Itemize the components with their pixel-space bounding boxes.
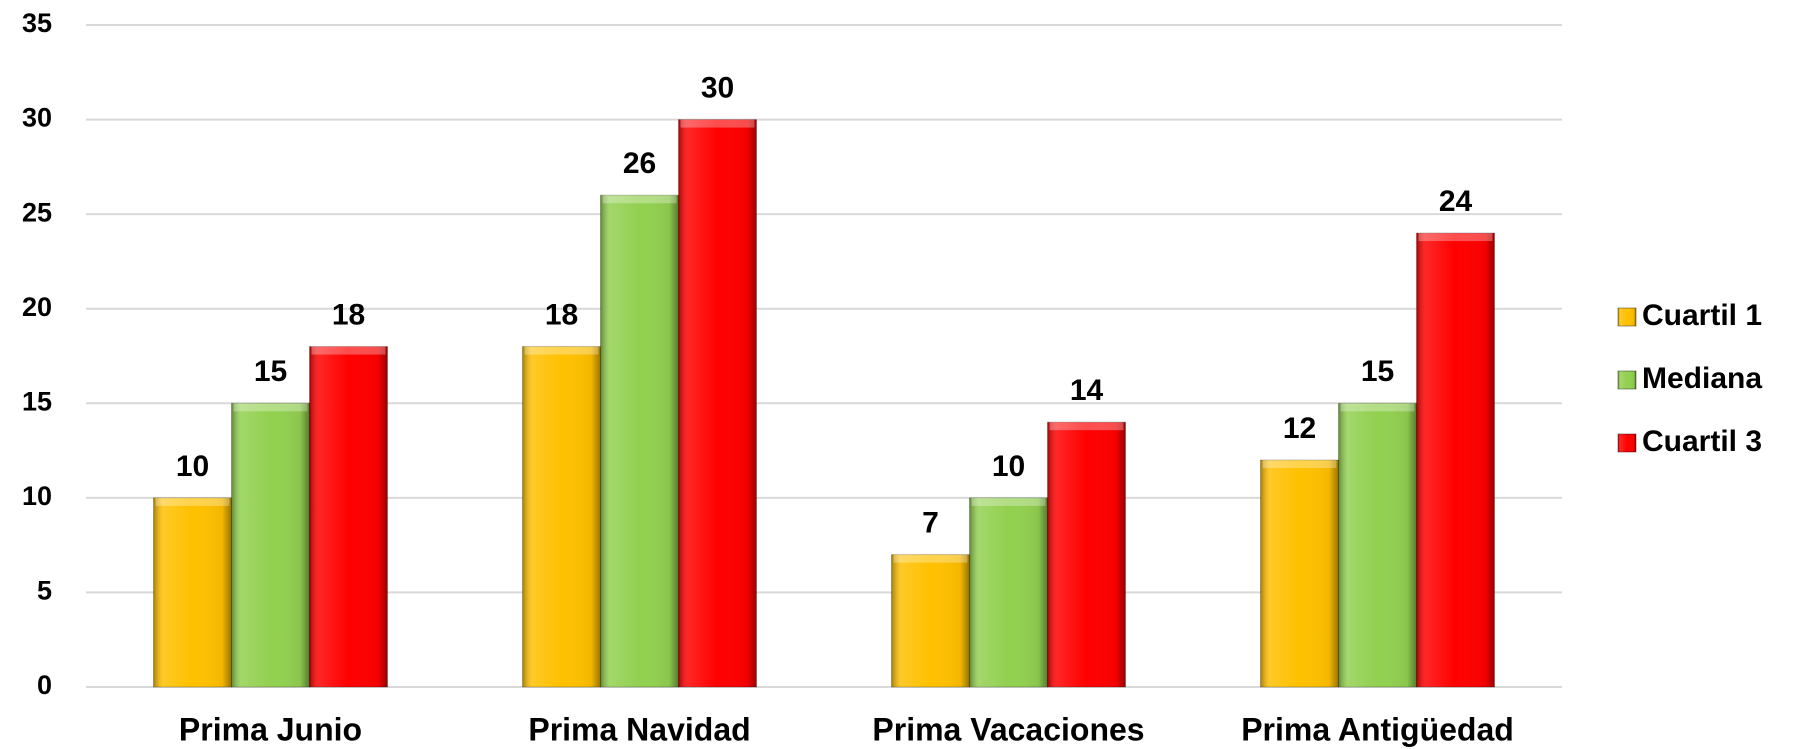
data-label: 10 [992, 450, 1025, 483]
bar [1260, 459, 1339, 688]
bar [600, 194, 679, 688]
bar [309, 346, 388, 688]
y-tick-label: 30 [22, 103, 52, 133]
x-tick-label: Prima Vacaciones [872, 711, 1144, 747]
bar [1416, 232, 1495, 688]
data-label: 15 [1361, 355, 1394, 388]
legend-label: Cuartil 3 [1642, 425, 1762, 458]
y-tick-label: 20 [22, 292, 52, 322]
x-tick-label: Prima Antigüedad [1241, 711, 1514, 747]
legend-label: Mediana [1642, 362, 1762, 395]
data-label: 10 [176, 450, 209, 483]
x-tick-label: Prima Junio [179, 711, 362, 747]
bar [969, 497, 1048, 688]
y-tick-label: 0 [37, 670, 52, 700]
data-label: 15 [254, 355, 287, 388]
data-label: 14 [1070, 374, 1104, 407]
data-label: 24 [1439, 185, 1473, 218]
legend-swatch-shading [1618, 371, 1636, 389]
legend-label: Cuartil 1 [1642, 299, 1762, 332]
bar [522, 346, 601, 688]
y-tick-label: 25 [22, 197, 52, 227]
y-tick-label: 35 [22, 8, 52, 38]
data-label: 7 [922, 507, 939, 540]
legend-swatch-shading [1618, 308, 1636, 326]
bar [891, 554, 970, 688]
bar [1338, 402, 1417, 688]
y-tick-label: 10 [22, 481, 52, 511]
x-tick-label: Prima Navidad [528, 711, 750, 747]
y-tick-label: 5 [37, 576, 52, 606]
data-label: 18 [545, 298, 578, 331]
bar [1047, 421, 1126, 688]
bar [231, 402, 310, 688]
bar [678, 119, 757, 688]
y-tick-label: 15 [22, 386, 52, 416]
data-label: 12 [1283, 412, 1316, 445]
data-label: 26 [623, 147, 656, 180]
data-label: 18 [332, 298, 365, 331]
legend-swatch-shading [1618, 434, 1636, 452]
bar [153, 497, 232, 688]
data-label: 30 [701, 71, 734, 104]
